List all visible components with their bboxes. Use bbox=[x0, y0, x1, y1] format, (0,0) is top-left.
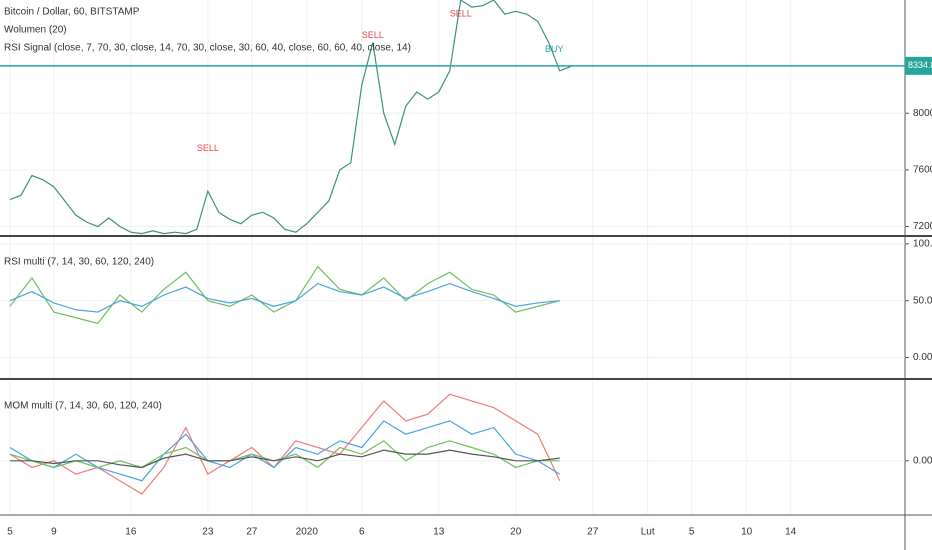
x-tick-label: 6 bbox=[359, 527, 365, 538]
pane-title: RSI multi (7, 14, 30, 60, 120, 240) bbox=[4, 257, 154, 268]
y-tick-label: 100.00 bbox=[913, 238, 932, 249]
signal-label: BUY bbox=[545, 44, 564, 54]
last-price-label: 8334.86 bbox=[908, 60, 932, 70]
x-tick-label: 2020 bbox=[296, 527, 319, 538]
y-tick-label: 7600.00 bbox=[913, 165, 932, 176]
x-tick-label: 14 bbox=[785, 527, 797, 538]
signal-label: SELL bbox=[362, 30, 384, 40]
series-line bbox=[9, 0, 571, 235]
pane-title: MOM multi (7, 14, 30, 60, 120, 240) bbox=[4, 401, 162, 412]
x-tick-label: Lut bbox=[641, 527, 655, 538]
y-tick-label: 8000.00 bbox=[913, 108, 932, 119]
signal-label: SELL bbox=[450, 9, 472, 19]
last-price-box bbox=[905, 56, 932, 75]
x-tick-label: 27 bbox=[587, 527, 599, 538]
y-tick-label: 50.00 bbox=[913, 295, 932, 306]
x-tick-label: 16 bbox=[125, 527, 137, 538]
series-line bbox=[9, 449, 560, 469]
signal-label: SELL bbox=[197, 143, 219, 153]
x-tick-label: 5 bbox=[689, 527, 695, 538]
legend-entry: Wolumen (20) bbox=[4, 25, 67, 36]
x-tick-label: 10 bbox=[741, 527, 753, 538]
series-line bbox=[9, 440, 560, 469]
series-line bbox=[9, 282, 560, 313]
x-tick-label: 9 bbox=[51, 527, 57, 538]
x-tick-label: 27 bbox=[246, 527, 258, 538]
x-tick-label: 13 bbox=[433, 527, 445, 538]
y-tick-label: 0.00 bbox=[913, 352, 932, 363]
x-tick-label: 23 bbox=[202, 527, 214, 538]
series-line bbox=[9, 393, 561, 495]
y-tick-label: 0.00 bbox=[913, 455, 932, 466]
x-tick-label: 5 bbox=[7, 527, 13, 538]
legend-entry: RSI Signal (close, 7, 70, 30, close, 14,… bbox=[4, 43, 411, 54]
y-tick-label: 7200.00 bbox=[913, 221, 932, 232]
x-tick-label: 20 bbox=[510, 527, 522, 538]
series-line bbox=[9, 265, 560, 325]
pane-title: Bitcoin / Dollar, 60, BITSTAMP bbox=[4, 7, 140, 18]
